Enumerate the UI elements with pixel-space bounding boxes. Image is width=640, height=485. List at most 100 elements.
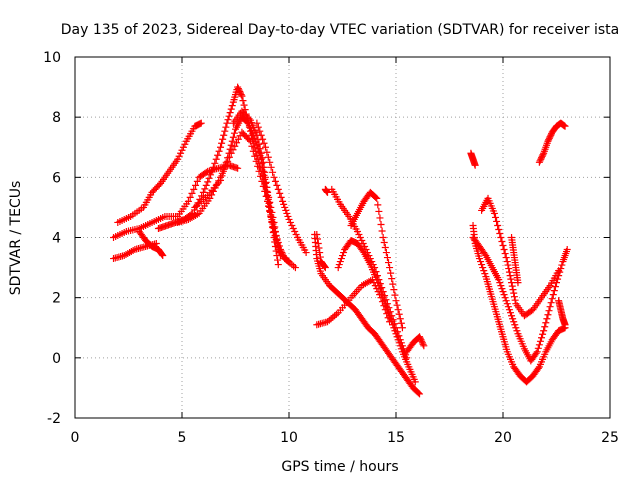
data-point	[398, 324, 406, 332]
data-point	[223, 119, 231, 127]
data-point	[481, 250, 489, 258]
data-point	[260, 139, 268, 147]
series-arc-8	[191, 113, 282, 269]
data-point	[397, 319, 405, 327]
data-point	[217, 176, 225, 184]
data-point	[224, 116, 232, 124]
series-arc-14	[313, 276, 394, 329]
data-point	[499, 242, 507, 250]
data-point	[495, 225, 503, 233]
data-point	[492, 213, 500, 221]
data-point	[478, 261, 486, 269]
data-point	[383, 300, 391, 308]
data-point	[181, 140, 189, 148]
data-point	[416, 390, 424, 398]
y-tick-label: 8	[52, 110, 61, 126]
data-point	[379, 234, 387, 241]
data-point	[373, 194, 381, 202]
data-point	[381, 292, 389, 300]
data-point	[363, 249, 371, 257]
data-point	[396, 336, 404, 344]
data-point	[245, 136, 253, 144]
data-point	[390, 286, 398, 294]
data-point	[546, 303, 554, 311]
data-point	[514, 279, 522, 287]
data-point	[502, 297, 510, 305]
data-point	[549, 291, 557, 299]
data-points	[110, 83, 571, 398]
data-point	[372, 268, 380, 276]
data-point	[359, 240, 367, 248]
y-axis-label: SDTVAR / TECUs	[8, 181, 24, 296]
data-point	[386, 318, 394, 326]
data-point	[316, 249, 324, 257]
data-point	[393, 301, 401, 309]
data-point	[382, 296, 390, 304]
data-point	[229, 133, 237, 141]
series-arc-23	[313, 230, 329, 272]
data-point	[222, 158, 230, 166]
data-point	[291, 264, 299, 272]
data-point	[381, 244, 389, 252]
data-point	[389, 316, 397, 324]
data-point	[271, 177, 279, 185]
data-point	[281, 203, 289, 211]
data-point	[374, 201, 382, 209]
data-point	[174, 155, 182, 163]
data-point	[256, 152, 264, 160]
data-point	[495, 276, 503, 284]
data-point	[383, 254, 391, 262]
data-point	[536, 157, 544, 165]
data-point	[274, 185, 282, 193]
data-point	[234, 85, 242, 93]
x-tick-label: 10	[280, 430, 298, 446]
data-point	[251, 134, 259, 142]
data-point	[416, 334, 424, 342]
data-point	[257, 155, 265, 163]
data-point	[243, 118, 251, 126]
series-arc-15	[403, 333, 428, 356]
data-point	[265, 199, 273, 207]
data-point	[231, 142, 239, 150]
data-point	[259, 167, 267, 175]
data-point	[202, 168, 210, 176]
data-point	[213, 180, 221, 188]
data-point	[376, 214, 384, 222]
data-point	[369, 261, 377, 269]
data-point	[321, 264, 329, 272]
data-point	[561, 321, 569, 329]
data-point	[234, 164, 242, 172]
data-point	[380, 239, 388, 247]
data-point	[218, 172, 226, 180]
data-point	[508, 282, 516, 290]
data-point	[254, 162, 262, 170]
data-point	[264, 153, 272, 161]
data-point	[378, 227, 386, 235]
data-point	[508, 279, 516, 287]
data-point	[545, 134, 553, 142]
data-point	[259, 135, 267, 143]
data-point	[386, 308, 394, 316]
data-point	[511, 321, 519, 329]
data-point	[316, 253, 324, 261]
data-point	[368, 276, 376, 284]
data-point	[226, 109, 234, 117]
data-point	[253, 141, 261, 149]
data-point	[471, 161, 479, 169]
data-point	[534, 344, 542, 352]
data-point	[219, 135, 227, 143]
series-arc-18	[478, 194, 563, 320]
data-point	[543, 315, 551, 323]
data-point	[497, 234, 505, 241]
data-point	[388, 275, 396, 283]
data-point	[158, 251, 166, 259]
data-point	[380, 302, 388, 310]
data-point	[490, 209, 498, 217]
grid	[75, 57, 610, 418]
data-point	[498, 285, 506, 293]
data-point	[356, 234, 364, 241]
data-point	[541, 323, 549, 331]
data-point	[263, 187, 271, 195]
data-point	[353, 227, 361, 235]
y-tick-label: 4	[52, 231, 61, 247]
